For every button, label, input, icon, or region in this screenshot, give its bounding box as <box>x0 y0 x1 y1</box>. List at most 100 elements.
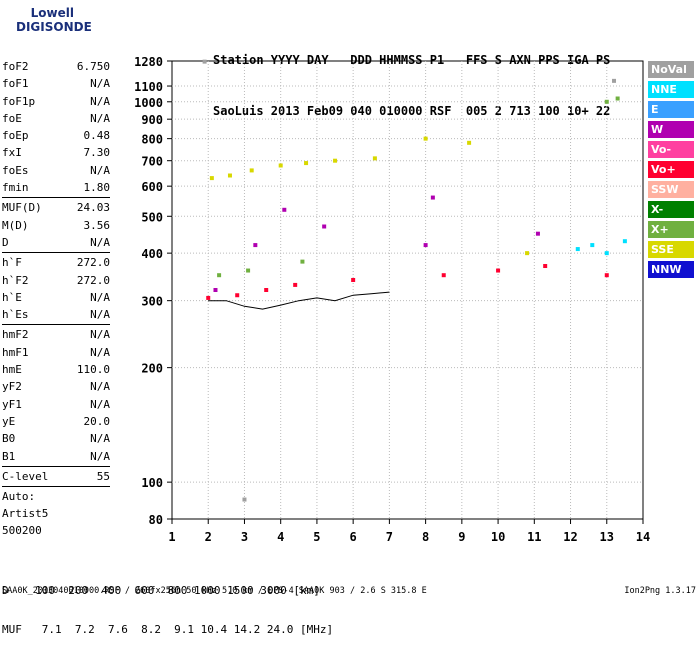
param-row: foE N/A <box>2 110 110 127</box>
param-value: N/A <box>90 77 110 91</box>
param-value: N/A <box>90 235 110 249</box>
autoscaling-info: 500200 <box>2 524 42 538</box>
param-value: 0.48 <box>83 129 111 143</box>
param-label: MUF(D) <box>2 201 42 215</box>
echo-point <box>622 239 627 244</box>
echo-point <box>604 273 609 278</box>
param-value: 6.750 <box>76 60 110 73</box>
x-tick-label: 7 <box>386 530 393 544</box>
param-label: D <box>2 235 9 249</box>
param-label: B0 <box>2 432 16 446</box>
param-value: N/A <box>90 345 110 359</box>
param-value: 20.0 <box>83 414 111 428</box>
param-row: hmF1 N/A <box>2 344 110 361</box>
param-row: foEs N/A <box>2 162 110 179</box>
x-tick-label: 11 <box>527 530 541 544</box>
legend-item-noval: NoVal <box>648 61 694 78</box>
echo-point <box>590 243 595 248</box>
param-row: fmin 1.80 <box>2 179 110 196</box>
echo-point <box>253 243 258 248</box>
separator <box>2 252 110 254</box>
echo-point <box>612 78 617 83</box>
param-label: M(D) <box>2 218 29 232</box>
echo-point <box>213 288 218 292</box>
param-label: yE <box>2 414 16 428</box>
echo-point <box>304 161 309 166</box>
echo-point <box>264 288 269 292</box>
echo-point <box>372 156 377 161</box>
param-value: 272.0 <box>76 256 110 270</box>
x-tick-label: 4 <box>277 530 284 544</box>
echo-point <box>535 231 540 236</box>
ionogram-plot: 1 2 3 4 5 6 7 8 9 10 11 12 13 14801002003004005006007… <box>134 55 650 544</box>
echo-point <box>235 293 240 298</box>
separator <box>2 197 110 199</box>
y-tick-label: 100 <box>141 476 163 490</box>
param-label: hmF1 <box>2 345 29 359</box>
legend-item-w: W <box>648 121 694 138</box>
echo-point <box>575 247 580 252</box>
y-tick-label: 1100 <box>134 80 163 94</box>
param-label: fmin <box>2 181 29 195</box>
echo-point <box>217 273 222 278</box>
param-value: 110.0 <box>76 363 110 377</box>
param-row: hmF2 N/A <box>2 326 110 343</box>
param-value: 1.80 <box>83 181 111 195</box>
separator <box>2 465 110 467</box>
legend-item-ssw: SSW <box>648 181 694 198</box>
echo-point <box>278 163 283 168</box>
echo-point <box>615 96 620 101</box>
param-value: N/A <box>90 290 110 304</box>
param-row: foF2 6.750 <box>2 58 110 75</box>
x-tick-label: 3 <box>241 530 248 544</box>
param-value: 7.30 <box>83 146 111 160</box>
param-value: N/A <box>90 94 110 108</box>
y-tick-label: 900 <box>141 113 163 127</box>
echo-point <box>206 295 211 300</box>
legend-item-vo: Vo- <box>648 141 694 158</box>
x-tick-label: 9 <box>458 530 465 544</box>
header-labels: Station YYYY DAY DDD HHMMSS P1 FFS S AXN… <box>213 53 611 67</box>
param-label: hmF2 <box>2 328 29 342</box>
x-tick-label: 10 <box>491 530 505 544</box>
param-value: N/A <box>90 397 110 411</box>
x-tick-label: 5 <box>313 530 320 544</box>
param-label: foE <box>2 111 22 125</box>
param-value: N/A <box>90 328 110 342</box>
logo-text-bottom: DIGISONDE <box>16 20 92 34</box>
param-label: hmE <box>2 363 22 377</box>
echo-point <box>604 99 609 104</box>
header-values: SaoLuis 2013 Feb09 040 010000 RSF 005 2 … <box>213 104 611 118</box>
param-value: N/A <box>90 380 110 394</box>
muf-row: MUF 7.1 7.2 7.6 8.2 9.1 10.4 14.2 24.0 [… <box>2 623 334 636</box>
echo-point <box>209 176 214 181</box>
x-tick-label: 2 <box>205 530 212 544</box>
param-label: foEp <box>2 129 29 143</box>
y-tick-label: 800 <box>141 133 163 147</box>
virtual-height-trace <box>208 291 390 310</box>
x-tick-label: 6 <box>350 530 357 544</box>
param-value: N/A <box>90 308 110 322</box>
plot-frame <box>171 60 644 520</box>
legend-item-x: X+ <box>648 221 694 238</box>
x-tick-label: 1 <box>168 530 175 544</box>
param-row: h`Es N/A <box>2 306 110 323</box>
echo-point <box>525 251 530 256</box>
param-label: h`E <box>2 290 22 304</box>
x-tick-label: 14 <box>636 530 650 544</box>
param-row: yE 20.0 <box>2 413 110 430</box>
echo-point <box>604 251 609 256</box>
digisonde-logo: Lowell DIGISONDE <box>4 6 92 46</box>
station-header: Station YYYY DAY DDD HHMMSS P1 FFS S AXN… <box>213 18 610 137</box>
muf-table: D 100 200 400 600 800 1000 1500 3000 [km… <box>2 558 333 649</box>
param-label: fxI <box>2 146 22 160</box>
param-row: MUF(D) 24.03 <box>2 199 110 216</box>
param-label: foF1p <box>2 94 36 108</box>
param-label: foF2 <box>2 60 29 73</box>
version-label: Ion2Png 1.3.17 <box>624 586 696 596</box>
x-tick-label: 8 <box>422 530 429 544</box>
echo-point <box>543 264 548 269</box>
param-label: h`F <box>2 256 22 270</box>
y-tick-label: 1000 <box>134 96 163 110</box>
param-row: h`F 272.0 <box>2 254 110 271</box>
